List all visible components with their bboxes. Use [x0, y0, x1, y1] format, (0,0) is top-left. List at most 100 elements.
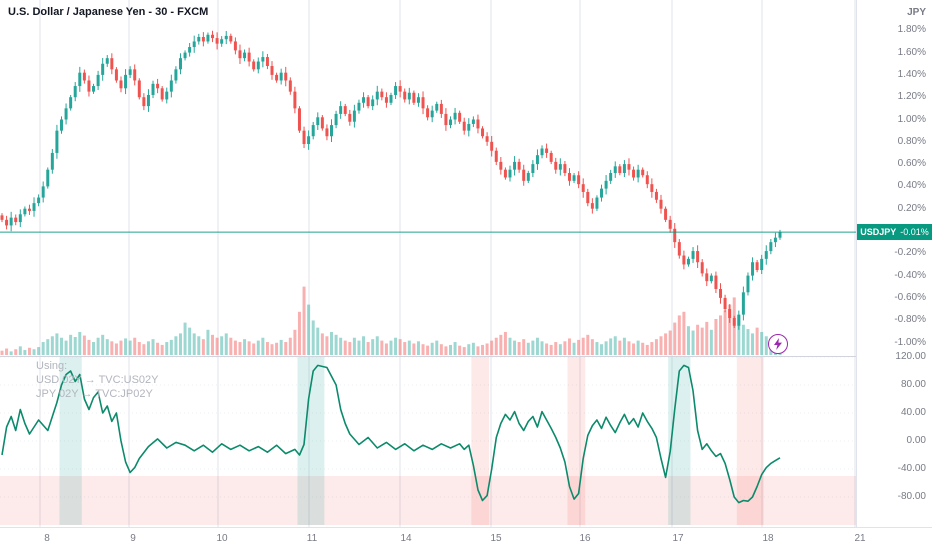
candle-body — [133, 69, 137, 81]
candle-body — [357, 102, 361, 111]
candle-body — [64, 108, 68, 120]
candle-body — [371, 99, 375, 107]
volume-bar — [705, 321, 709, 355]
candle-body — [151, 83, 155, 95]
candle-body — [325, 128, 329, 137]
volume-bar — [490, 340, 494, 355]
volume-bar — [719, 315, 723, 355]
price-tick-label: -0.40% — [894, 269, 926, 281]
candle-body — [119, 80, 123, 89]
candle-body — [311, 125, 315, 137]
candle-body — [343, 106, 347, 114]
time-axis[interactable]: 8 9 10 11 14 15 16 17 18 21 — [0, 527, 932, 550]
indicator-tick-label: 40.00 — [900, 407, 926, 418]
candle-body — [604, 180, 608, 189]
volume-bar — [531, 340, 535, 355]
candle-body — [531, 164, 535, 174]
volume-bar — [389, 340, 393, 355]
volume-bar — [105, 339, 109, 355]
highlight-band-pink — [567, 357, 586, 525]
candle-body — [545, 148, 549, 153]
candle-body — [105, 58, 109, 64]
volume-bar — [169, 339, 173, 355]
volume-bar — [69, 334, 73, 355]
price-tick-label: 0.60% — [897, 158, 926, 170]
volume-bar — [696, 324, 700, 355]
volume-bar — [201, 339, 205, 355]
candle-body — [535, 155, 539, 165]
volume-bar — [535, 337, 539, 355]
volume-bar — [192, 333, 196, 355]
candle-body — [435, 103, 439, 111]
candle-body — [366, 97, 370, 107]
volume-bar — [275, 342, 279, 355]
volume-bar — [682, 311, 686, 355]
candle-body — [714, 275, 718, 289]
candle-body — [421, 97, 425, 109]
candle-body — [279, 72, 283, 81]
candle-body — [307, 136, 311, 145]
candle-body — [156, 83, 160, 89]
volume-bar — [563, 341, 567, 355]
volume-bar — [545, 343, 549, 355]
symbol-title[interactable]: U.S. Dollar / Japanese Yen - 30 - FXCM — [8, 6, 209, 18]
volume-bar — [330, 331, 334, 355]
volume-bar — [467, 344, 471, 355]
volume-bar — [247, 341, 251, 355]
candle-body — [444, 113, 448, 126]
volume-bar — [14, 349, 18, 355]
volume-bar — [220, 336, 224, 355]
candle-body — [554, 161, 558, 170]
volume-bar — [178, 333, 182, 355]
time-axis-label: 16 — [579, 533, 591, 544]
time-axis-label: 17 — [672, 533, 684, 544]
volume-bar — [659, 336, 663, 355]
candle-body — [160, 88, 164, 100]
volume-bar — [494, 337, 498, 355]
candle-body — [82, 72, 86, 81]
volume-bar — [256, 340, 260, 355]
candle-body — [453, 112, 457, 120]
time-axis-label: 15 — [490, 533, 502, 544]
candle-body — [142, 97, 146, 107]
highlight-band-green — [59, 357, 82, 525]
volume-bar — [64, 340, 68, 355]
candle-body — [645, 175, 649, 185]
candle-body — [302, 130, 306, 145]
candle-body — [513, 161, 517, 170]
candle-body — [316, 117, 320, 126]
price-tick-label: -0.80% — [894, 314, 926, 326]
candle-body — [101, 63, 105, 75]
candle-body — [224, 35, 228, 40]
candle-body — [339, 106, 343, 114]
candle-body — [252, 61, 256, 70]
candle-body — [778, 232, 782, 238]
volume-bar — [92, 342, 96, 355]
lightning-icon[interactable] — [768, 334, 788, 354]
time-axis-label: 21 — [854, 533, 866, 544]
volume-bar — [448, 344, 452, 355]
volume-bar — [380, 340, 384, 355]
price-tick-label: -1.00% — [894, 336, 926, 348]
candle-body — [746, 275, 750, 293]
candle-body — [677, 242, 681, 256]
price-tick-label: 1.60% — [897, 46, 926, 58]
indicator-tick-label: 120.00 — [895, 351, 926, 362]
candle-body — [92, 86, 96, 92]
candle-body — [256, 61, 260, 70]
volume-bar — [654, 339, 658, 355]
candle-body — [668, 219, 672, 229]
volume-bar — [522, 339, 526, 355]
volume-bar — [73, 337, 77, 355]
volume-bar — [142, 344, 146, 355]
candle-body — [416, 97, 420, 103]
candle-body — [696, 251, 700, 263]
volume-bar — [110, 341, 114, 355]
price-axis[interactable]: JPY 1.80% 1.60% 1.40% 1.20% 1.00% 0.80% 0.60% 0… — [857, 0, 932, 527]
candle-body — [618, 166, 622, 174]
candle-body — [297, 108, 301, 131]
candle-body — [380, 91, 384, 98]
candle-body — [192, 41, 196, 48]
volume-bar — [288, 337, 292, 355]
